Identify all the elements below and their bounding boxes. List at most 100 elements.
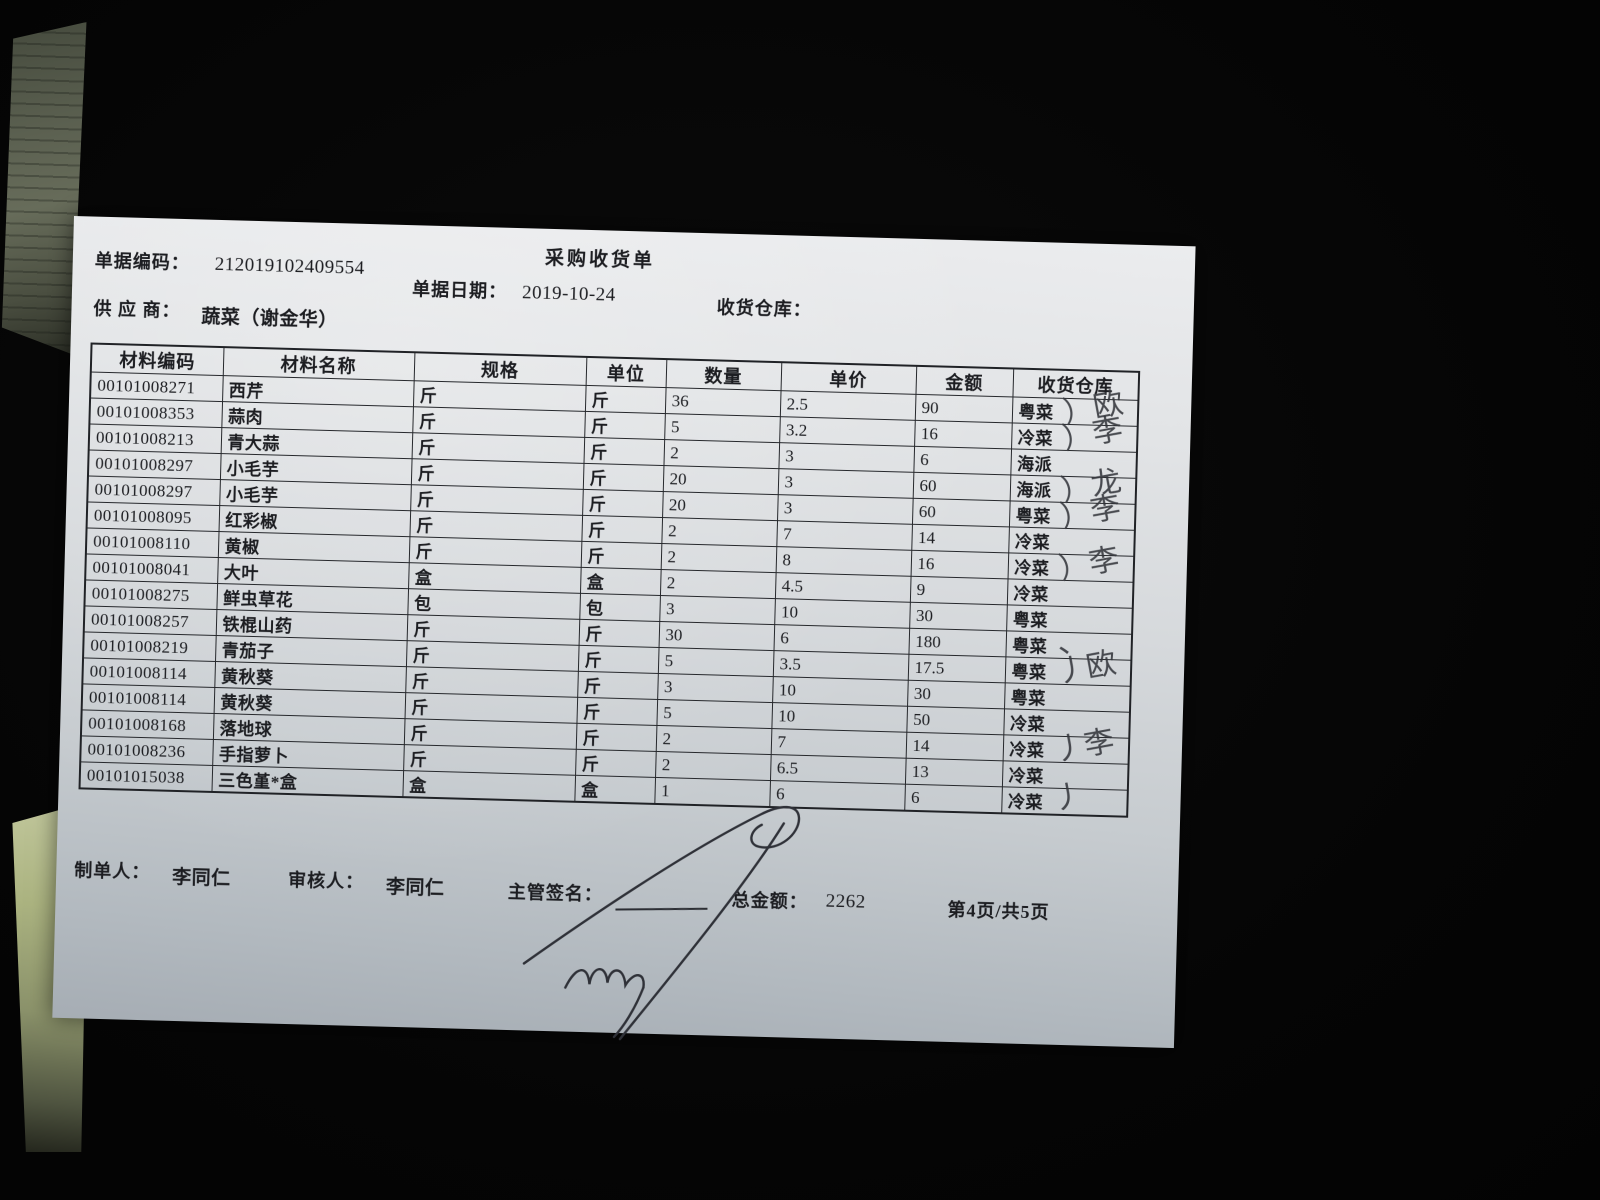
warehouse-value: 海派 [1016, 454, 1053, 475]
cell-unit-price: 2.5 [779, 390, 916, 421]
cell-material-code: 00101008114 [82, 657, 216, 688]
cell-warehouse: 冷菜 [1003, 708, 1130, 739]
cell-unit: 斤 [584, 411, 665, 440]
cell-unit-price: 8 [775, 546, 912, 577]
warehouse-value: 粤菜 [1015, 506, 1051, 527]
cell-warehouse: 粤菜 [1006, 604, 1133, 635]
doc-code-label: 单据编码： [94, 250, 191, 274]
cell-unit: 斤 [575, 723, 657, 752]
cell-material-code: 00101008353 [89, 398, 223, 428]
cell-quantity: 20 [662, 465, 779, 495]
cell-unit: 斤 [576, 697, 658, 726]
cell-unit-price: 6 [769, 780, 905, 811]
cell-unit: 斤 [577, 645, 659, 674]
cell-material-code: 00101008095 [86, 501, 220, 532]
col-header-amount: 金额 [915, 365, 1014, 397]
cell-warehouse: 海派 [1010, 448, 1137, 479]
cell-unit: 盒 [579, 567, 661, 596]
cell-amount: 16 [910, 550, 1009, 579]
cell-material-code: 00101008213 [88, 423, 222, 454]
cell-quantity: 36 [664, 387, 781, 417]
warehouse-value: 粤菜 [1011, 662, 1047, 683]
col-header-quantity: 数量 [665, 359, 782, 391]
cell-spec: 盒 [402, 770, 576, 802]
cell-amount: 16 [914, 420, 1012, 449]
total-amount-value: 2262 [825, 890, 867, 913]
cell-warehouse: 冷菜 [1006, 578, 1134, 609]
cell-material-code: 00101008275 [84, 579, 218, 610]
cell-unit-price: 7 [770, 728, 907, 759]
signature-underline [615, 907, 708, 911]
cell-material-code: 00101008297 [87, 475, 220, 506]
maker-name: 李同仁 [171, 866, 231, 890]
page-indicator: 第4页/共5页 [947, 899, 1050, 923]
warehouse-value: 粤菜 [1010, 688, 1047, 709]
cell-unit: 斤 [582, 489, 663, 518]
purchase-receipt-paper: 单据编码： 212019102409554 采购收货单 单据日期： 2019-1… [52, 216, 1196, 1049]
cell-quantity: 5 [657, 647, 774, 677]
supervisor-sign-label: 主管签名： [507, 881, 604, 905]
cell-quantity: 5 [656, 699, 773, 729]
cell-material-code: 00101008041 [85, 553, 218, 584]
cell-unit: 斤 [580, 541, 662, 570]
cell-material-code: 00101015038 [79, 761, 213, 792]
cell-warehouse: 冷菜 ）李 [1011, 412, 1138, 456]
cell-amount: 180 [908, 628, 1007, 657]
col-header-unit-price: 单价 [780, 362, 917, 395]
cell-quantity: 2 [661, 517, 778, 547]
cell-unit-price: 3.5 [772, 650, 909, 681]
cell-unit-price: 4.5 [774, 572, 911, 603]
cell-unit: 斤 [583, 437, 665, 466]
cell-warehouse: 海派 ）龙 [1009, 464, 1137, 508]
materials-table-body: 00101008271 西芹 斤 斤 36 2.5 90 粤菜 ）欧 00101… [79, 372, 1139, 817]
warehouse-value: 粤菜 [1011, 636, 1048, 657]
col-header-unit: 单位 [585, 356, 667, 388]
warehouse-value: 冷菜 [1008, 766, 1044, 787]
auditor-name: 李同仁 [385, 876, 445, 900]
cell-material-code: 00101008236 [80, 735, 213, 766]
cell-amount: 14 [911, 524, 1009, 553]
cell-unit-price: 3.2 [779, 416, 915, 447]
cell-amount: 60 [911, 498, 1010, 527]
receiving-warehouse-label: 收货仓库： [716, 297, 812, 320]
cell-amount: 13 [904, 758, 1003, 787]
cell-quantity: 20 [662, 491, 778, 521]
cell-warehouse: 冷菜 ）李 [1007, 542, 1135, 586]
cell-quantity: 30 [658, 621, 775, 651]
warehouse-value: 冷菜 [1007, 792, 1044, 813]
cell-warehouse: 冷菜 [1001, 760, 1129, 791]
cell-quantity: 3 [657, 673, 773, 703]
warehouse-value: 冷菜 [1014, 558, 1050, 579]
cell-quantity: 2 [659, 569, 776, 599]
cell-quantity: 3 [659, 595, 775, 625]
cell-quantity: 2 [663, 439, 780, 469]
cell-unit-price: 3 [777, 468, 914, 499]
cell-unit: 斤 [578, 619, 660, 648]
supplier-value: 蔬菜（谢金华） [201, 306, 339, 332]
warehouse-value: 粤菜 [1012, 610, 1049, 631]
doc-code-value: 212019102409554 [214, 253, 365, 279]
cell-unit: 斤 [582, 463, 664, 492]
warehouse-value: 冷菜 [1009, 714, 1046, 735]
doc-date-value: 2019-10-24 [521, 282, 616, 306]
cell-material-code: 00101008168 [80, 709, 214, 740]
total-amount-label: 总金额： [731, 890, 808, 913]
cell-unit-price: 6.5 [769, 754, 906, 785]
cell-unit: 斤 [577, 671, 658, 700]
cell-amount: 17.5 [907, 654, 1006, 683]
cell-material-code: 00101008219 [83, 631, 216, 662]
cell-warehouse: 粤菜 、 [1005, 623, 1133, 661]
cell-material-code: 00101008271 [90, 372, 223, 402]
cell-unit-price: 6 [773, 624, 910, 655]
warehouse-value: 海派 [1016, 480, 1052, 501]
cell-amount: 6 [913, 446, 1012, 475]
cell-warehouse: 冷菜 丿李 [1002, 724, 1130, 768]
cell-warehouse: 粤菜 [1004, 682, 1131, 713]
cell-material-code: 00101008110 [85, 527, 219, 558]
cell-amount: 30 [907, 680, 1005, 709]
cell-quantity: 1 [654, 777, 770, 808]
cell-material-code: 00101008297 [87, 449, 221, 480]
cell-unit: 斤 [581, 515, 663, 544]
doc-date-label: 单据日期： [411, 279, 508, 302]
